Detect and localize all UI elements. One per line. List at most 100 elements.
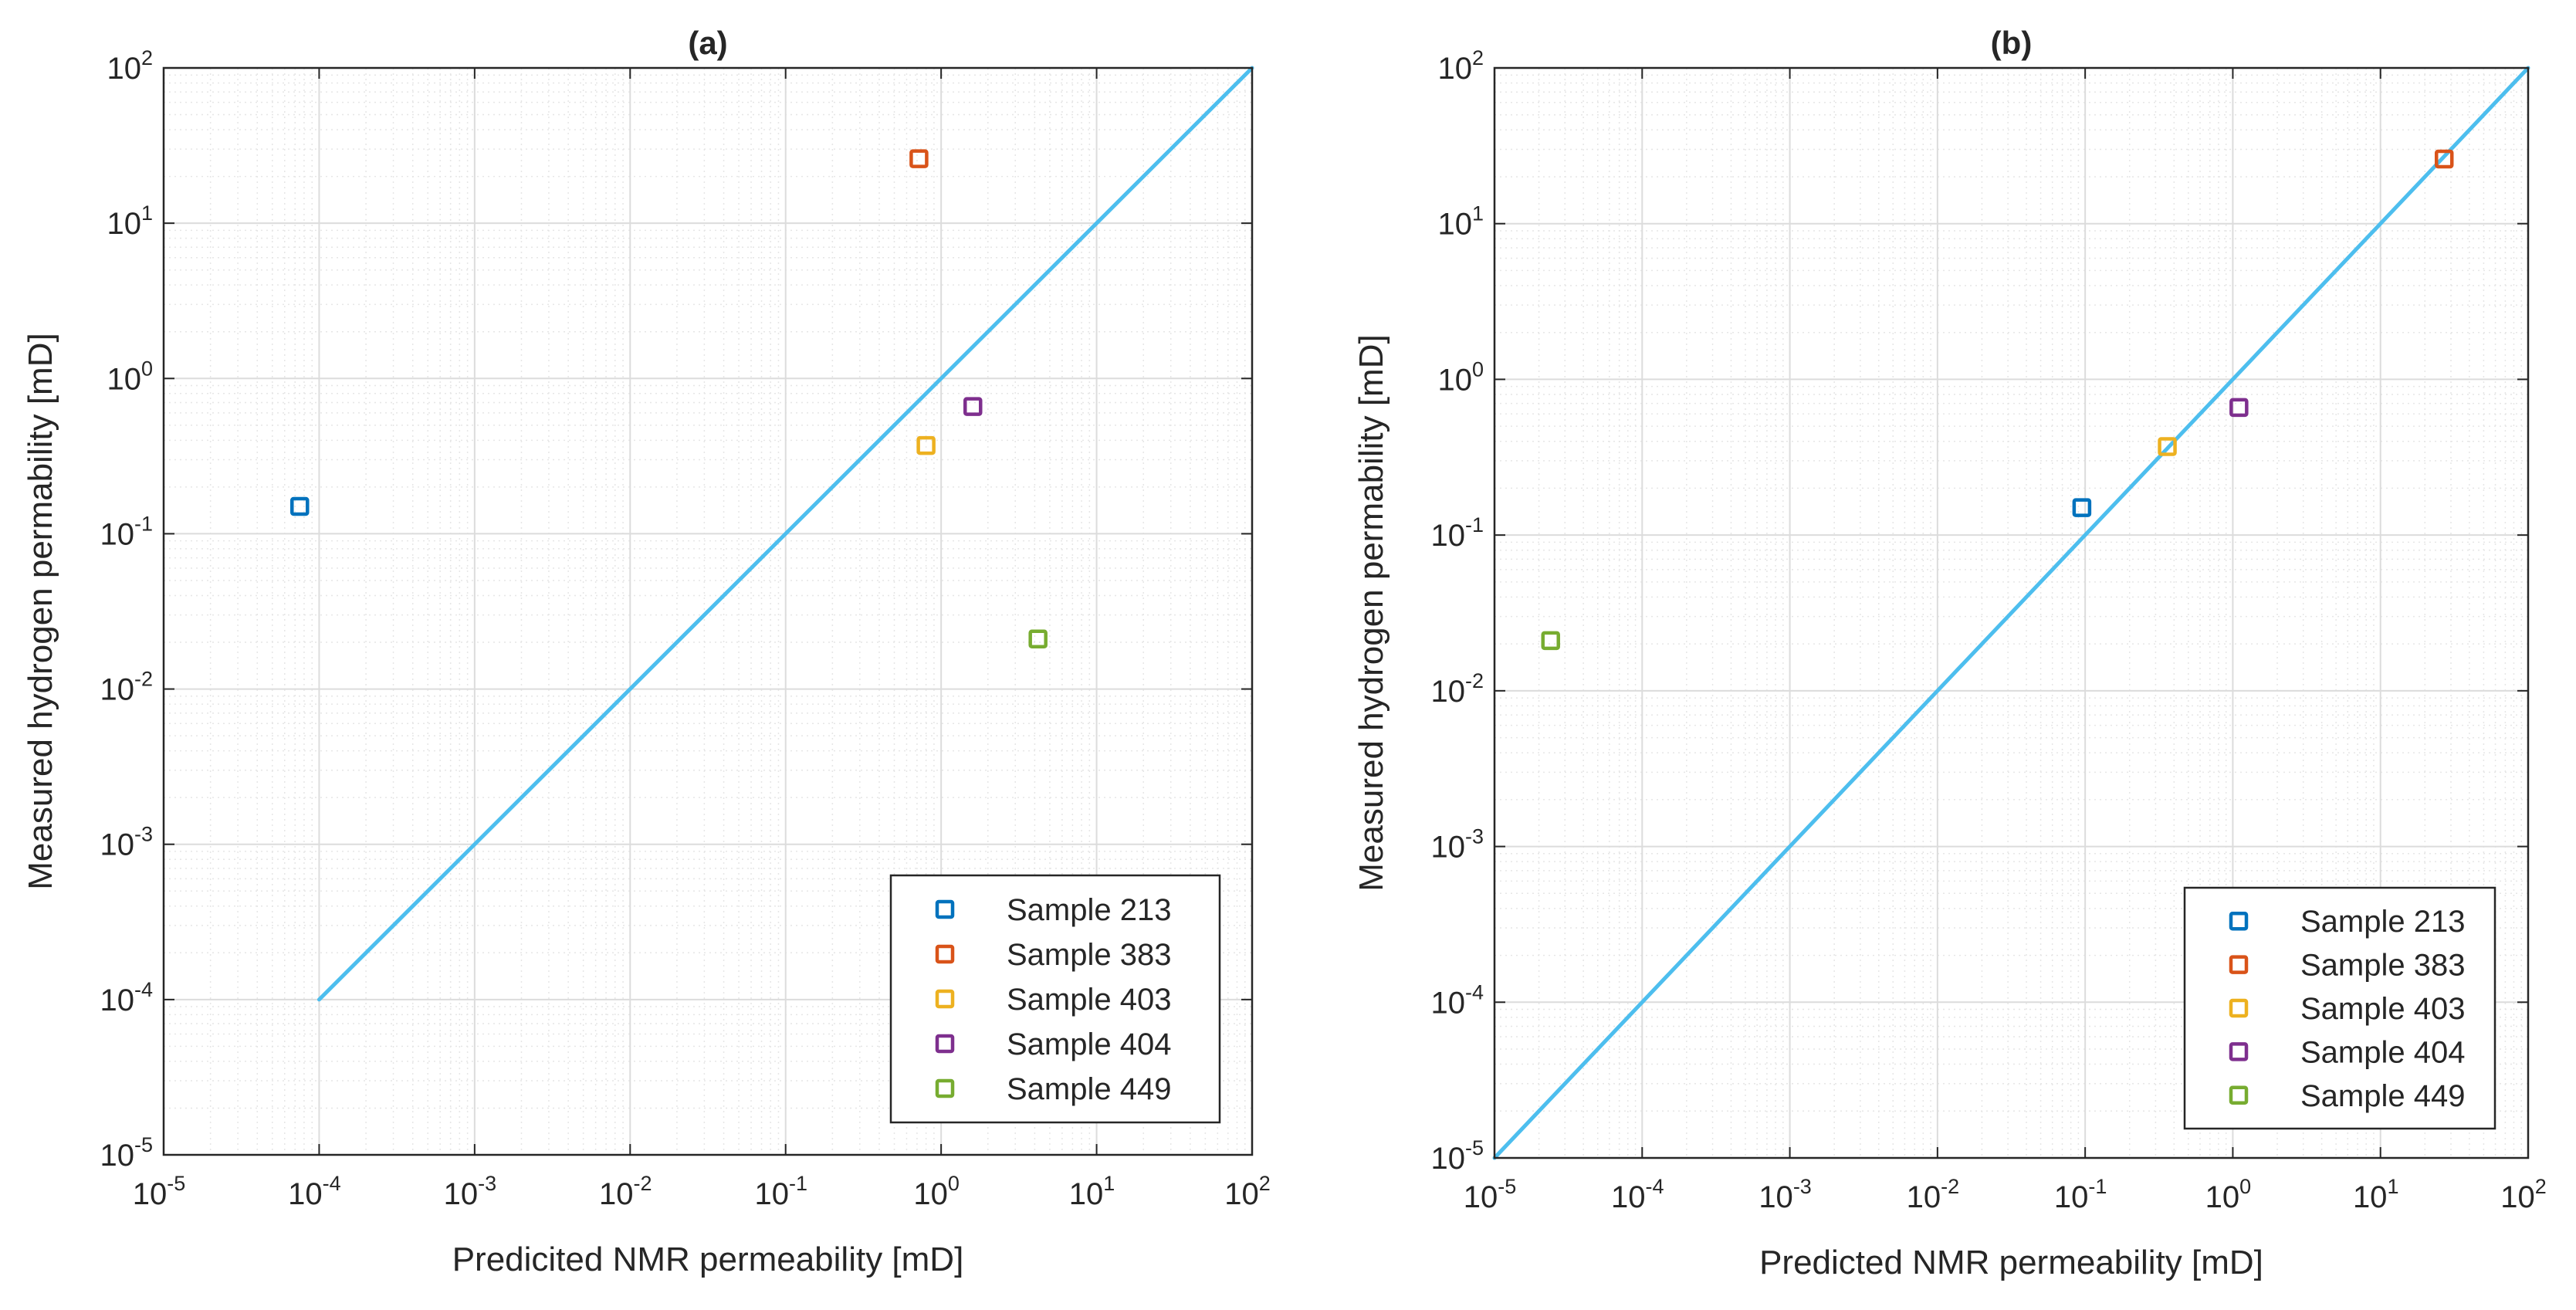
tick-base: 10 [100, 673, 134, 707]
x-tick-label: 10-1 [2054, 1175, 2107, 1214]
legend-entry: Sample 404 [1007, 1027, 1171, 1061]
y-tick-label: 102 [1437, 46, 1484, 86]
tick-base: 10 [2500, 1180, 2535, 1214]
x-tick-label: 101 [1069, 1172, 1115, 1211]
tick-base: 10 [1907, 1180, 1941, 1214]
x-tick-label: 102 [1224, 1172, 1271, 1211]
y-tick-label: 102 [107, 46, 153, 86]
tick-exponent: -3 [1465, 825, 1484, 848]
tick-base: 10 [107, 207, 141, 241]
tick-exponent: -4 [134, 978, 153, 1001]
tick-base: 10 [1430, 831, 1465, 865]
tick-exponent: -5 [1498, 1175, 1516, 1198]
tick-exponent: 0 [1472, 357, 1484, 381]
y-axis-label: Measured hydrogen permability [mD] [1352, 334, 1390, 891]
data-point [2229, 398, 2249, 418]
tick-exponent: -4 [1465, 980, 1484, 1004]
tick-exponent: -2 [634, 1172, 652, 1195]
data-point [1541, 631, 1560, 651]
tick-base: 10 [2205, 1180, 2240, 1214]
tick-exponent: -4 [323, 1172, 341, 1195]
tick-exponent: -3 [134, 823, 153, 846]
tick-base: 10 [133, 1177, 168, 1211]
tick-exponent: -2 [1941, 1175, 1959, 1198]
tick-base: 10 [913, 1177, 948, 1211]
data-point [1028, 629, 1048, 649]
data-point [963, 397, 983, 416]
tick-exponent: -3 [478, 1172, 496, 1195]
x-tick-label: 10-4 [1611, 1175, 1664, 1214]
tick-exponent: -2 [1465, 669, 1484, 692]
y-tick-label: 10-4 [100, 978, 153, 1017]
tick-exponent: -1 [134, 512, 153, 535]
x-tick-label: 100 [913, 1172, 960, 1211]
reference-line [316, 66, 1254, 1002]
legend-entry: Sample 403 [1007, 983, 1171, 1017]
legend-entry: Sample 449 [2300, 1079, 2465, 1113]
y-axis-label: Measured hydrogen permability [mD] [22, 333, 59, 889]
tick-base: 10 [100, 1139, 134, 1173]
axes-box [162, 66, 1254, 1156]
tick-exponent: 1 [141, 201, 153, 225]
tick-base: 10 [1069, 1177, 1104, 1211]
legend: Sample 213 Sample 383 Sample 403 Sample 404… [889, 874, 1221, 1124]
legend-marker [935, 944, 955, 964]
legend-entry: Sample 213 [1007, 893, 1171, 927]
tick-base: 10 [1437, 208, 1472, 242]
x-tick-label: 102 [2500, 1175, 2547, 1214]
tick-base: 10 [1430, 519, 1465, 553]
tick-base: 10 [107, 362, 141, 396]
y-tick-label: 10-3 [100, 823, 153, 862]
chart-panel-1: 10-5 10-4 10-3 10-2 10-1 100 101 10210-510-410-… [1352, 25, 2547, 1281]
legend: Sample 213 Sample 383 Sample 403 Sample 404… [2183, 886, 2496, 1130]
legend-marker [935, 1078, 955, 1098]
tick-base: 10 [444, 1177, 479, 1211]
legend-entry: Sample 383 [1007, 938, 1171, 972]
tick-base: 10 [1430, 675, 1465, 709]
tick-exponent: -5 [134, 1133, 153, 1156]
x-tick-label: 10-2 [599, 1172, 652, 1211]
legend-marker [2229, 1085, 2249, 1105]
x-tick-label: 10-2 [1907, 1175, 1960, 1214]
tick-exponent: 2 [1472, 46, 1484, 69]
tick-base: 10 [1430, 1142, 1465, 1176]
data-point [916, 435, 936, 455]
chart-title: (a) [688, 25, 727, 61]
tick-base: 10 [1430, 986, 1465, 1020]
legend-entry: Sample 449 [1007, 1072, 1171, 1106]
tick-base: 10 [599, 1177, 634, 1211]
y-tick-label: 101 [1437, 202, 1484, 242]
y-tick-label: 10-5 [1430, 1136, 1484, 1176]
y-tick-label: 100 [107, 357, 153, 396]
tick-base: 10 [100, 517, 134, 551]
data-point [909, 149, 929, 168]
y-tick-label: 10-5 [100, 1133, 153, 1173]
tick-exponent: 2 [1259, 1172, 1271, 1195]
tick-exponent: 0 [141, 357, 153, 380]
legend-marker [935, 989, 955, 1009]
tick-exponent: -1 [789, 1172, 807, 1195]
data-point [2434, 149, 2454, 169]
x-axis-label: Predicited NMR permeability [mD] [452, 1241, 964, 1278]
tick-exponent: 2 [141, 46, 153, 69]
y-tick-label: 10-2 [1430, 669, 1484, 709]
axes-box [1493, 66, 2530, 1159]
tick-base: 10 [1759, 1180, 1793, 1214]
legend-marker [2229, 955, 2249, 974]
tick-exponent: -1 [1465, 513, 1484, 537]
legend-entry: Sample 213 [2300, 905, 2465, 939]
tick-exponent: 0 [2239, 1175, 2251, 1198]
y-tick-label: 10-1 [100, 512, 153, 551]
tick-exponent: 1 [1472, 202, 1484, 225]
legend-marker [2229, 1042, 2249, 1061]
tick-base: 10 [1437, 52, 1472, 86]
tick-base: 10 [288, 1177, 323, 1211]
tick-base: 10 [754, 1177, 789, 1211]
tick-exponent: 0 [948, 1172, 960, 1195]
y-tick-label: 101 [107, 201, 153, 241]
tick-base: 10 [1611, 1180, 1646, 1214]
data-point [290, 496, 310, 516]
legend-marker [935, 1034, 955, 1054]
data-point [2072, 498, 2092, 517]
